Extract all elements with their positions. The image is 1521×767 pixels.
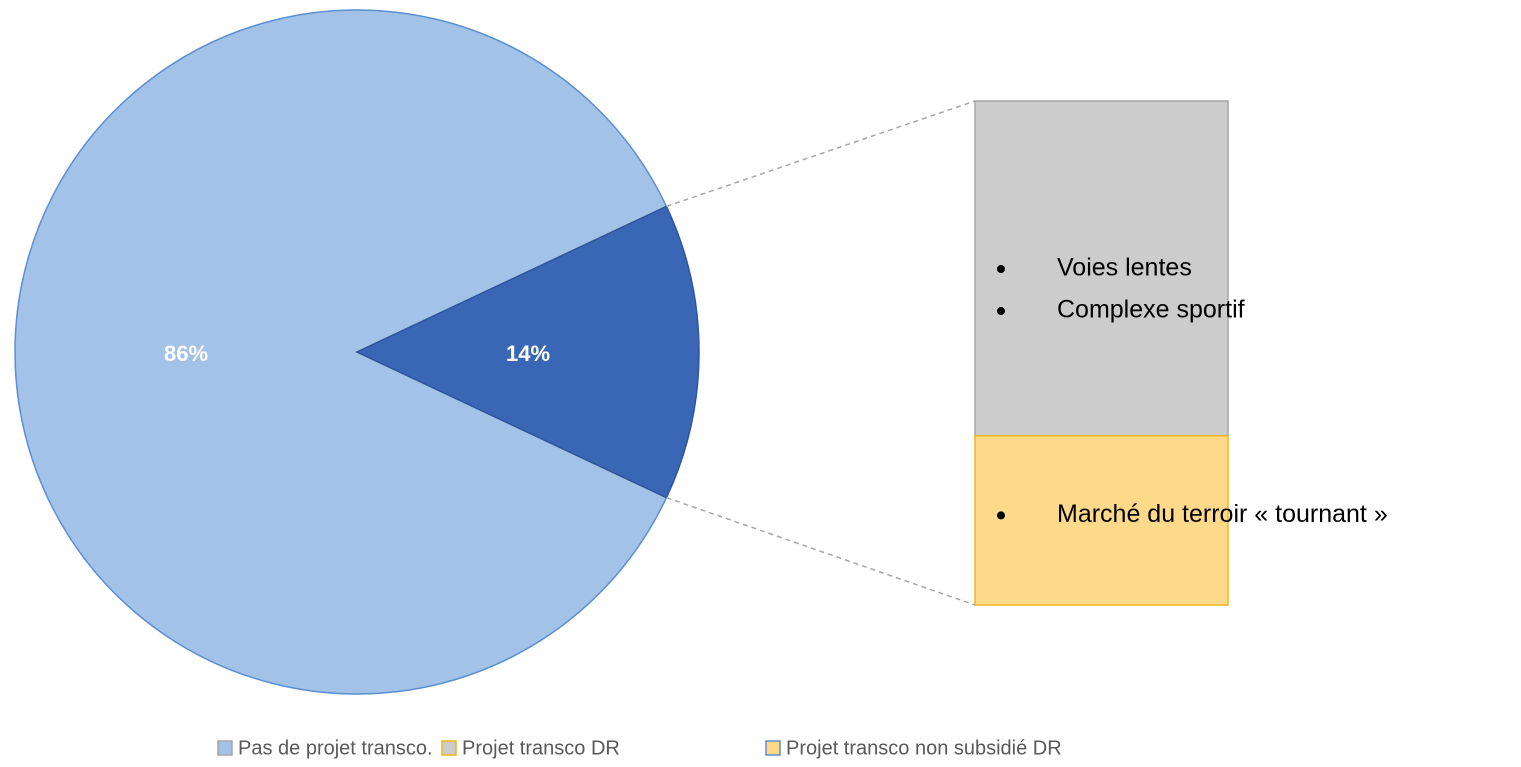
bullet (997, 265, 1005, 273)
bar-segment (974, 100, 1229, 437)
data-label: 86% (164, 341, 208, 366)
legend-swatch (441, 740, 457, 756)
legend-swatch (217, 740, 233, 756)
legend-label: Projet transco DR (462, 737, 620, 759)
annotation: Complexe sportif (1057, 296, 1245, 324)
data-label: 14% (506, 341, 550, 366)
connector (666, 496, 976, 606)
bullet (997, 511, 1005, 520)
annotation: Marché du terroir « tournant » (1057, 500, 1388, 528)
legend-swatch (765, 740, 781, 756)
connector (666, 100, 976, 208)
bar-segment (974, 435, 1229, 606)
bullet (997, 307, 1005, 315)
pie-slice (14, 9, 668, 695)
annotation: Voies lentes (1057, 254, 1192, 282)
legend-label: Pas de projet transco. (238, 737, 433, 759)
legend-label: Projet transco non subsidié DR (786, 737, 1062, 759)
pie-slice (355, 205, 700, 499)
